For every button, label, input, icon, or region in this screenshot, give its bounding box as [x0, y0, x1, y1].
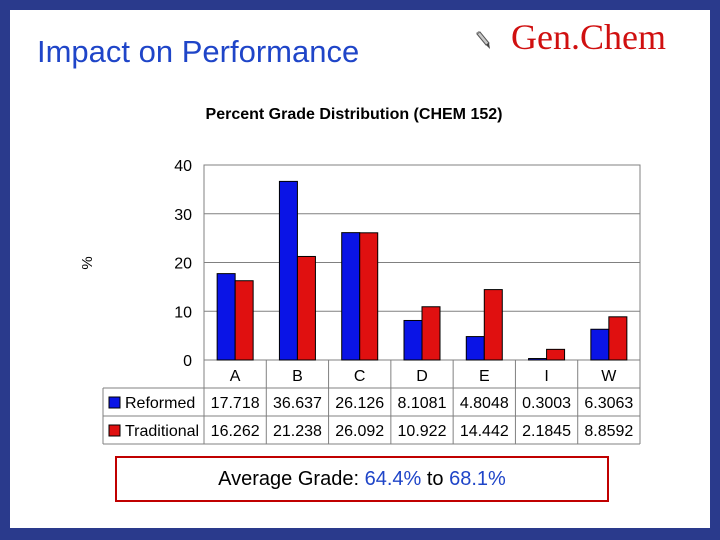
- bar-traditional-i: [546, 348, 566, 361]
- legend-swatch-reformed: [108, 396, 121, 409]
- legend-label-traditional: Traditional: [125, 423, 199, 440]
- x-tick-label: C: [354, 368, 366, 385]
- chart-title: Percent Grade Distribution (CHEM 152): [206, 106, 503, 123]
- bar-traditional-d: [421, 306, 441, 361]
- bar-reformed-a: [216, 273, 236, 361]
- data-label: 2.1845: [522, 423, 571, 440]
- bar-reformed-i: [528, 358, 548, 361]
- bar-reformed-c: [341, 232, 361, 361]
- data-label: 8.1081: [398, 395, 447, 412]
- logo-text: Gen.Chem: [511, 17, 666, 57]
- average-grade-to-word: to: [426, 467, 444, 490]
- x-tick-label: I: [544, 368, 548, 385]
- legend-label-reformed: Reformed: [125, 395, 195, 412]
- pen-logo-icon: [476, 31, 490, 49]
- average-grade-label: Average Grade:: [218, 467, 360, 490]
- data-label: 4.8048: [460, 395, 509, 412]
- data-label: 36.637: [273, 395, 322, 412]
- y-tick-label: 30: [174, 207, 192, 224]
- x-tick-label: D: [416, 368, 428, 385]
- y-axis-label: %: [79, 256, 96, 269]
- bar-reformed-d: [403, 319, 423, 361]
- data-label: 8.8592: [584, 423, 633, 440]
- data-label: 26.092: [335, 423, 384, 440]
- bar-traditional-b: [296, 255, 316, 361]
- average-grade-to: 68.1%: [449, 467, 506, 490]
- y-tick-label: 40: [174, 158, 192, 175]
- bar-traditional-a: [234, 280, 254, 361]
- x-tick-label: E: [479, 368, 490, 385]
- bar-reformed-e: [465, 336, 485, 361]
- slide-title: Impact on Performance: [37, 34, 360, 69]
- data-label: 16.262: [211, 423, 260, 440]
- y-tick-label: 10: [174, 304, 192, 321]
- data-label: 14.442: [460, 423, 509, 440]
- bar-traditional-e: [483, 289, 503, 361]
- x-tick-label: W: [601, 368, 617, 385]
- data-label: 26.126: [335, 395, 384, 412]
- y-tick-label: 20: [174, 256, 192, 273]
- x-tick-label: A: [230, 368, 241, 385]
- x-tick-label: B: [292, 368, 303, 385]
- bar-traditional-c: [359, 232, 379, 361]
- data-label: 6.3063: [584, 395, 633, 412]
- bar-reformed-b: [278, 180, 298, 361]
- data-label: 10.922: [398, 423, 447, 440]
- legend-swatch-traditional: [108, 424, 121, 437]
- data-label: 21.238: [273, 423, 322, 440]
- data-label: 0.3003: [522, 395, 571, 412]
- bar-reformed-w: [590, 328, 610, 361]
- y-tick-label: 0: [183, 353, 192, 370]
- average-grade-from: 64.4%: [364, 467, 422, 490]
- data-label: 17.718: [211, 395, 260, 412]
- bar-traditional-w: [608, 316, 628, 361]
- average-grade-box: Average Grade: 64.4% to 68.1%: [115, 456, 609, 502]
